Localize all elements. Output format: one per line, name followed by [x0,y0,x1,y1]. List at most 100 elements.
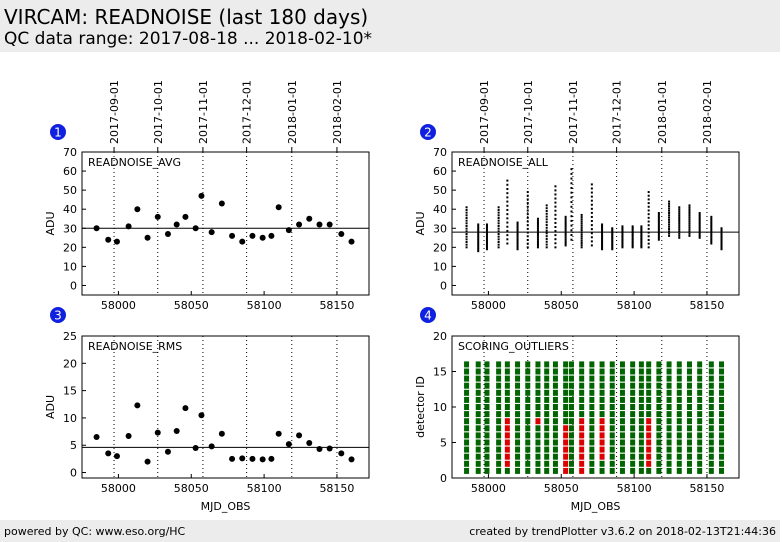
panel4-ok-marker [568,418,574,425]
panel4-outlier-marker [563,425,569,432]
panel2-data-point [621,228,624,231]
panel4-y-tick-label: 5 [440,437,447,450]
panel2-data-point [570,191,573,194]
panel2-data-point [678,220,681,223]
panel2-data-point [485,228,488,231]
panel2-data-point [497,206,500,209]
panel2-data-point [554,242,557,245]
panel4-ok-marker [568,446,574,453]
panel4-ok-marker [544,396,550,403]
panel4-ok-marker [686,389,692,396]
panel2-date-tick-label: 2017-11-01 [567,80,580,144]
panel2-data-point [477,232,480,235]
footer-powered-by: powered by QC: www.eso.org/HC [4,525,186,538]
panel4-ok-marker [589,411,595,418]
panel2-data-point [720,241,723,244]
page-subtitle: QC data range: 2017-08-18 ... 2018-02-10… [4,29,373,49]
panel2-data-point [720,239,723,242]
panel4-ok-marker [708,418,714,425]
panel2-data-point [497,246,500,249]
panel2-data-point [647,224,650,227]
panel4-ok-marker [535,368,541,375]
panel4-ok-marker [552,389,558,396]
panel2-data-point [611,232,614,235]
panel4-ok-marker [464,425,470,432]
panel1-data-point [154,213,161,220]
panel1-data-point [268,232,275,239]
panel4-ok-marker [589,453,595,460]
panel4-ok-marker [579,361,585,368]
panel2-data-point [631,235,634,238]
panel4-ok-marker [630,467,636,474]
panel2-data-point [668,216,671,219]
panel2-data-point [668,234,671,237]
panel4-y-tick-label: 20 [433,330,447,343]
panel4-ok-marker [496,382,502,389]
panel2-data-point [698,218,701,221]
panel2-data-point [506,204,509,207]
panel2-data-point [631,225,634,228]
panel4-ok-marker [630,389,636,396]
panel4-ok-marker [697,382,703,389]
panel4-ok-marker [666,453,672,460]
panel4-ok-marker [646,404,652,410]
panel4-ok-marker [496,460,502,467]
panel4-frame [451,335,740,479]
panel2-data-point [485,244,488,247]
panel4-ok-marker [568,361,574,368]
panel4-outlier-marker [504,446,510,453]
panel2-data-point [720,230,723,233]
panel2-data-point [668,200,671,203]
panel4-ok-marker [697,460,703,467]
panel4-ok-marker [708,446,714,453]
panel2-data-point [688,234,691,237]
panel4-ok-marker [496,439,502,446]
panel4-ok-marker [579,389,585,396]
panel2-data-point [506,179,509,182]
panel4-ok-marker [589,389,595,396]
panel3-data-point [134,402,141,409]
panel4-ok-marker [676,439,682,446]
panel2-data-point [497,230,500,233]
panel4-ok-marker [589,418,595,425]
panel2-data-point [485,225,488,228]
panel2-data-point [485,248,488,251]
panel2-data-point [657,238,660,241]
panel2-data-point [485,246,488,249]
panel2-data-point [688,208,691,211]
panel4-ok-marker [552,404,558,410]
panel1-y-tick-label: 10 [63,260,77,273]
panel4-ok-marker [708,432,714,439]
panel2-data-point [545,229,548,232]
panel4-ok-marker [697,446,703,453]
panel2-data-point [516,248,519,251]
panel2-data-point [668,202,671,205]
panel2-x-tick-label: 58000 [471,299,506,312]
panel4-outlier-marker [504,418,510,425]
panel4-ok-marker [656,361,662,368]
panel2-data-point [590,228,593,231]
panel2-data-point [570,219,573,222]
panel4-ok-marker [535,411,541,418]
panel4-ok-marker [609,467,615,474]
panel4-outlier-marker [646,453,652,460]
panel4-badge-label: 4 [424,309,432,323]
panel2-data-point [698,215,701,218]
panel4-ok-marker [515,375,521,382]
panel2-data-point [631,237,634,240]
panel2-data-point [564,225,567,228]
panel4-ok-marker [686,375,692,382]
panel4-ok-marker [552,368,558,375]
panel4-ok-marker [525,404,531,410]
panel4-ok-marker [525,460,531,467]
panel4-ok-marker [525,453,531,460]
panel2-data-point [554,209,557,212]
panel2-data-point [678,222,681,225]
panel2-data-point [720,246,723,249]
panel2-data-point [621,236,624,239]
panel2-data-point [554,213,557,216]
panel1-ylabel: ADU [44,211,57,235]
panel4-ok-marker [638,432,644,439]
panel1-data-point [259,234,266,241]
panel4-title: SCORING_OUTLIERS [458,340,569,353]
